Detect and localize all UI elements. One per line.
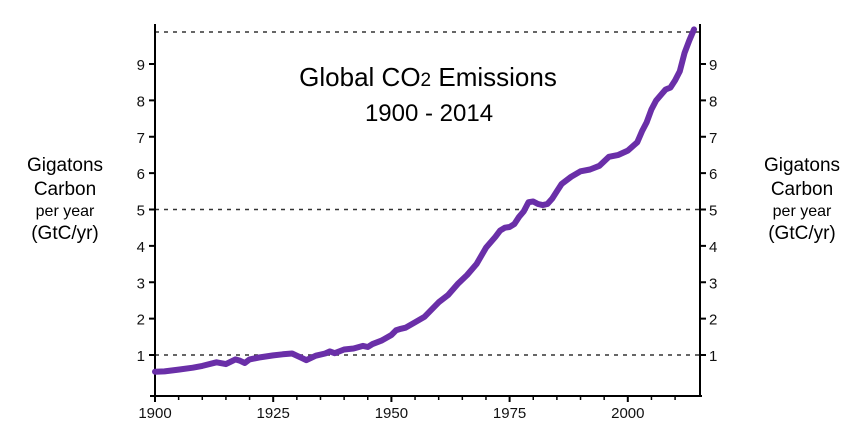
- right-y-label-line1: Gigatons: [763, 155, 841, 176]
- y-tick-label-left-4: 4: [137, 239, 145, 256]
- right-y-label-line4: (GtC/yr): [768, 222, 836, 244]
- y-tick-label-right-8: 8: [709, 93, 717, 110]
- y-tick-label-left-5: 5: [137, 203, 145, 220]
- y-tick-label-right-1: 1: [709, 348, 717, 365]
- y-tick-label-right-7: 7: [709, 130, 717, 147]
- y-tick-label-left-7: 7: [137, 130, 145, 147]
- reference-lines: [155, 31, 700, 356]
- x-ticks: 1900 1925 1950 1975 2000: [138, 396, 676, 422]
- y-tick-label-right-4: 4: [709, 239, 717, 256]
- left-y-label-line3: per year: [35, 202, 95, 220]
- y-tick-label-right-9: 9: [709, 57, 717, 74]
- y-tick-label-left-2: 2: [137, 312, 145, 329]
- y-ticks: 1 1 2 2 3 3 4 4 5 5 6 6 7 7 8 8 9 9: [137, 57, 718, 365]
- chart-title: Global CO2 Emissions: [299, 62, 557, 92]
- y-tick-label-left-8: 8: [137, 93, 145, 110]
- y-tick-label-left-9: 9: [137, 57, 145, 74]
- right-y-axis-label: Gigatons Carbon per year (GtC/yr): [740, 154, 864, 245]
- left-y-axis-label: Gigatons Carbon per year (GtC/yr): [4, 154, 126, 245]
- x-tick-label-1950: 1950: [375, 405, 408, 422]
- series: [152, 26, 697, 375]
- emissions-series-line: [152, 26, 697, 375]
- x-tick-label-1975: 1975: [493, 405, 526, 422]
- right-y-label-line3: per year: [772, 202, 832, 220]
- x-tick-label-1900: 1900: [138, 405, 171, 422]
- left-y-label-line2: Carbon: [33, 178, 97, 200]
- chart-subtitle: 1900 - 2014: [365, 100, 493, 127]
- y-tick-label-left-1: 1: [137, 348, 145, 365]
- right-y-label-line2: Carbon: [770, 178, 834, 200]
- y-tick-label-right-6: 6: [709, 166, 717, 183]
- left-y-label-line1: Gigatons: [26, 155, 104, 176]
- y-tick-label-right-5: 5: [709, 203, 717, 220]
- y-tick-label-right-2: 2: [709, 312, 717, 329]
- y-tick-label-right-3: 3: [709, 275, 717, 292]
- left-y-label-line4: (GtC/yr): [31, 222, 99, 244]
- x-tick-label-1925: 1925: [257, 405, 290, 422]
- y-tick-label-left-3: 3: [137, 275, 145, 292]
- y-tick-label-left-6: 6: [137, 166, 145, 183]
- x-tick-label-2000: 2000: [611, 405, 644, 422]
